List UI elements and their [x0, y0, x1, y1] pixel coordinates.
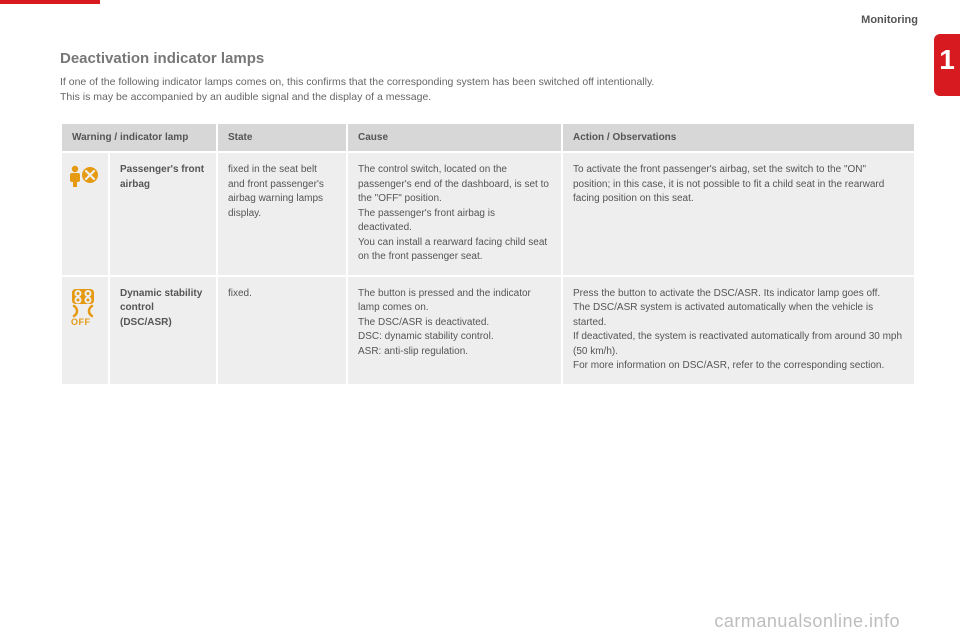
indicator-action: Press the button to activate the DSC/ASR…: [562, 276, 915, 385]
col-action: Action / Observations: [562, 123, 915, 152]
content: Deactivation indicator lamps If one of t…: [60, 50, 916, 386]
table-row: OFF Dynamic stability control (DSC/ASR) …: [61, 276, 915, 385]
indicator-name: Passenger's front airbag: [109, 152, 217, 276]
intro-text: If one of the following indicator lamps …: [60, 75, 820, 104]
indicator-cause: The button is pressed and the indicator …: [347, 276, 562, 385]
indicator-cause: The control switch, located on the passe…: [347, 152, 562, 276]
airbag-off-icon: [68, 163, 102, 191]
svg-text:OFF: OFF: [71, 317, 91, 327]
dsc-off-icon: OFF: [68, 287, 102, 327]
table-row: Passenger's front airbag fixed in the se…: [61, 152, 915, 276]
col-warning: Warning / indicator lamp: [61, 123, 217, 152]
col-cause: Cause: [347, 123, 562, 152]
top-accent-bar: [0, 0, 100, 4]
indicator-action: To activate the front passenger's airbag…: [562, 152, 915, 276]
indicator-state: fixed in the seat belt and front passeng…: [217, 152, 347, 276]
indicator-table: Warning / indicator lamp State Cause Act…: [60, 122, 916, 386]
icon-cell: [61, 152, 109, 276]
indicator-state: fixed.: [217, 276, 347, 385]
col-state: State: [217, 123, 347, 152]
section-label: Monitoring: [861, 14, 918, 26]
chapter-digit: 1: [934, 44, 960, 76]
page-title: Deactivation indicator lamps: [60, 50, 916, 67]
chapter-tab: 1: [934, 34, 960, 96]
indicator-name: Dynamic stability control (DSC/ASR): [109, 276, 217, 385]
watermark: carmanualsonline.info: [714, 611, 900, 632]
table-header-row: Warning / indicator lamp State Cause Act…: [61, 123, 915, 152]
icon-cell: OFF: [61, 276, 109, 385]
page: Monitoring 1 Deactivation indicator lamp…: [0, 0, 960, 640]
